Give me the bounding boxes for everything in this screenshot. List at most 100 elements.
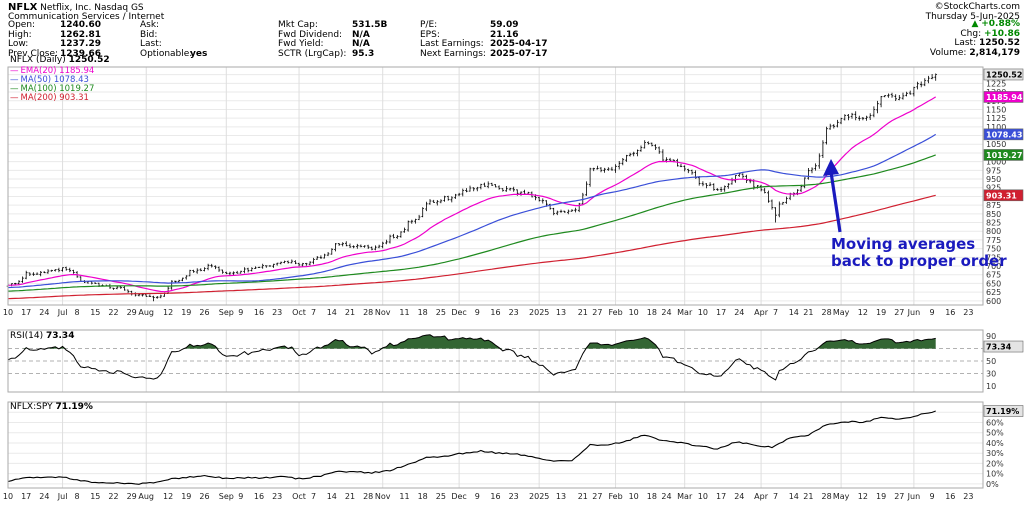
svg-text:9: 9 — [475, 308, 480, 317]
svg-text:10: 10 — [986, 382, 996, 391]
svg-text:12: 12 — [858, 492, 868, 501]
svg-text:650: 650 — [986, 279, 1001, 288]
svg-text:Oct: Oct — [292, 492, 306, 501]
svg-text:16: 16 — [490, 492, 500, 501]
svg-text:1225: 1225 — [986, 79, 1006, 88]
fwd-dividend-label: Fwd Dividend: — [278, 29, 343, 40]
svg-text:24: 24 — [39, 492, 49, 501]
svg-text:18: 18 — [418, 492, 428, 501]
eps-label: EPS: — [420, 29, 440, 40]
chg-label: Chg: — [960, 28, 982, 39]
ticker-header: NFLX Netflix, Inc. Nasdaq GS — [8, 2, 144, 13]
high-value: 1262.81 — [60, 29, 101, 40]
svg-text:17: 17 — [716, 492, 726, 501]
svg-text:7: 7 — [311, 492, 316, 501]
last-earnings-label: Last Earnings: — [420, 39, 484, 49]
svg-text:10%: 10% — [986, 470, 1004, 479]
svg-text:7: 7 — [773, 492, 778, 501]
prev-close-value: 1239.66 — [60, 48, 101, 59]
svg-text:Sep: Sep — [219, 308, 234, 317]
svg-text:27: 27 — [894, 492, 904, 501]
legend-ma100-label: MA(100) — [20, 84, 57, 94]
svg-text:18: 18 — [647, 492, 657, 501]
svg-text:27: 27 — [592, 308, 602, 317]
svg-text:60%: 60% — [986, 418, 1004, 427]
svg-text:725: 725 — [986, 253, 1001, 262]
svg-text:9: 9 — [930, 492, 935, 501]
percent-change: +0.88% — [981, 19, 1020, 29]
svg-text:23: 23 — [963, 492, 973, 501]
svg-text:10: 10 — [3, 492, 13, 501]
svg-text:21: 21 — [345, 492, 355, 501]
svg-text:14: 14 — [327, 308, 337, 317]
svg-text:800: 800 — [986, 227, 1001, 236]
ratio-value: 71.19% — [55, 402, 93, 412]
svg-text:Sep: Sep — [219, 492, 234, 501]
svg-text:14: 14 — [789, 492, 799, 501]
svg-text:19: 19 — [181, 308, 191, 317]
ratio-label: NFLX:SPY — [10, 402, 53, 412]
svg-text:23: 23 — [509, 492, 519, 501]
svg-text:975: 975 — [986, 166, 1001, 175]
quote-col-bidask: Ask: Bid: Last: Optionable:yes — [140, 20, 207, 59]
svg-text:700: 700 — [986, 262, 1001, 271]
price-overlays-legend: EMA(20) 1185.94 MA(50) 1078.43 MA(100) 1… — [10, 67, 95, 103]
svg-text:1078.43: 1078.43 — [986, 130, 1022, 139]
svg-text:22: 22 — [108, 492, 118, 501]
svg-text:May: May — [833, 308, 850, 317]
volume-value: 2,814,179 — [969, 47, 1020, 58]
svg-text:9: 9 — [475, 492, 480, 501]
rsi-panel: 103050709073.34 — [7, 329, 1024, 393]
price-ma-lines — [7, 96, 937, 300]
svg-text:19: 19 — [876, 308, 886, 317]
svg-text:30%: 30% — [986, 449, 1004, 458]
open-value: 1240.60 — [60, 20, 101, 30]
quote-col-earnings: P/E: 59.09 EPS: 21.16 Last Earnings: 2025-0… — [420, 20, 548, 59]
svg-text:Aug: Aug — [138, 308, 154, 317]
svg-text:Jul: Jul — [57, 308, 68, 317]
legend-ma200: MA(200) 903.31 — [10, 94, 94, 103]
ask-label: Ask: — [140, 20, 160, 30]
svg-text:Nov: Nov — [375, 308, 391, 317]
last-price-value: 1250.52 — [979, 38, 1020, 48]
svg-text:14: 14 — [327, 492, 337, 501]
svg-text:7: 7 — [311, 308, 316, 317]
price-chart-title: NFLX (Daily) 1250.52 — [10, 55, 110, 65]
eps-value: 21.16 — [490, 29, 519, 40]
last-price-label: Last: — [954, 38, 977, 48]
svg-text:17: 17 — [716, 308, 726, 317]
high-label: High: — [8, 29, 32, 40]
svg-text:Aug: Aug — [138, 492, 154, 501]
svg-text:71.19%: 71.19% — [986, 407, 1019, 416]
price-y-axis-labels: 6006256506757007257507758008258508759009… — [986, 71, 1006, 306]
optionable-label: Optionable: — [140, 48, 193, 59]
ratio-panel-label: NFLX:SPY 71.19% — [10, 402, 93, 412]
low-value: 1237.29 — [60, 39, 101, 49]
legend-ema20: EMA(20) 1185.94 — [10, 67, 95, 76]
svg-text:625: 625 — [986, 288, 1001, 297]
svg-text:903.31: 903.31 — [986, 191, 1017, 200]
svg-text:26: 26 — [199, 308, 209, 317]
svg-text:16: 16 — [490, 308, 500, 317]
gridlines — [8, 67, 983, 488]
price-chart-name: NFLX (Daily) — [10, 55, 66, 65]
svg-text:21: 21 — [803, 308, 813, 317]
svg-text:Jun: Jun — [907, 492, 921, 501]
svg-text:25: 25 — [436, 492, 446, 501]
ticker-symbol: NFLX — [8, 2, 38, 13]
svg-text:23: 23 — [272, 492, 282, 501]
svg-text:17: 17 — [21, 492, 31, 501]
svg-text:12: 12 — [163, 492, 173, 501]
svg-text:May: May — [833, 492, 850, 501]
svg-text:23: 23 — [509, 308, 519, 317]
svg-text:925: 925 — [986, 184, 1001, 193]
svg-text:28: 28 — [822, 492, 832, 501]
svg-text:1185.94: 1185.94 — [986, 93, 1023, 102]
fwd-yield-value: N/A — [352, 39, 370, 49]
svg-text:25: 25 — [436, 308, 446, 317]
svg-text:29: 29 — [127, 308, 137, 317]
legend-ma100: MA(100) 1019.27 — [10, 84, 95, 94]
svg-text:675: 675 — [986, 271, 1001, 280]
annotation-arrow — [823, 159, 842, 233]
svg-text:15: 15 — [90, 308, 100, 317]
